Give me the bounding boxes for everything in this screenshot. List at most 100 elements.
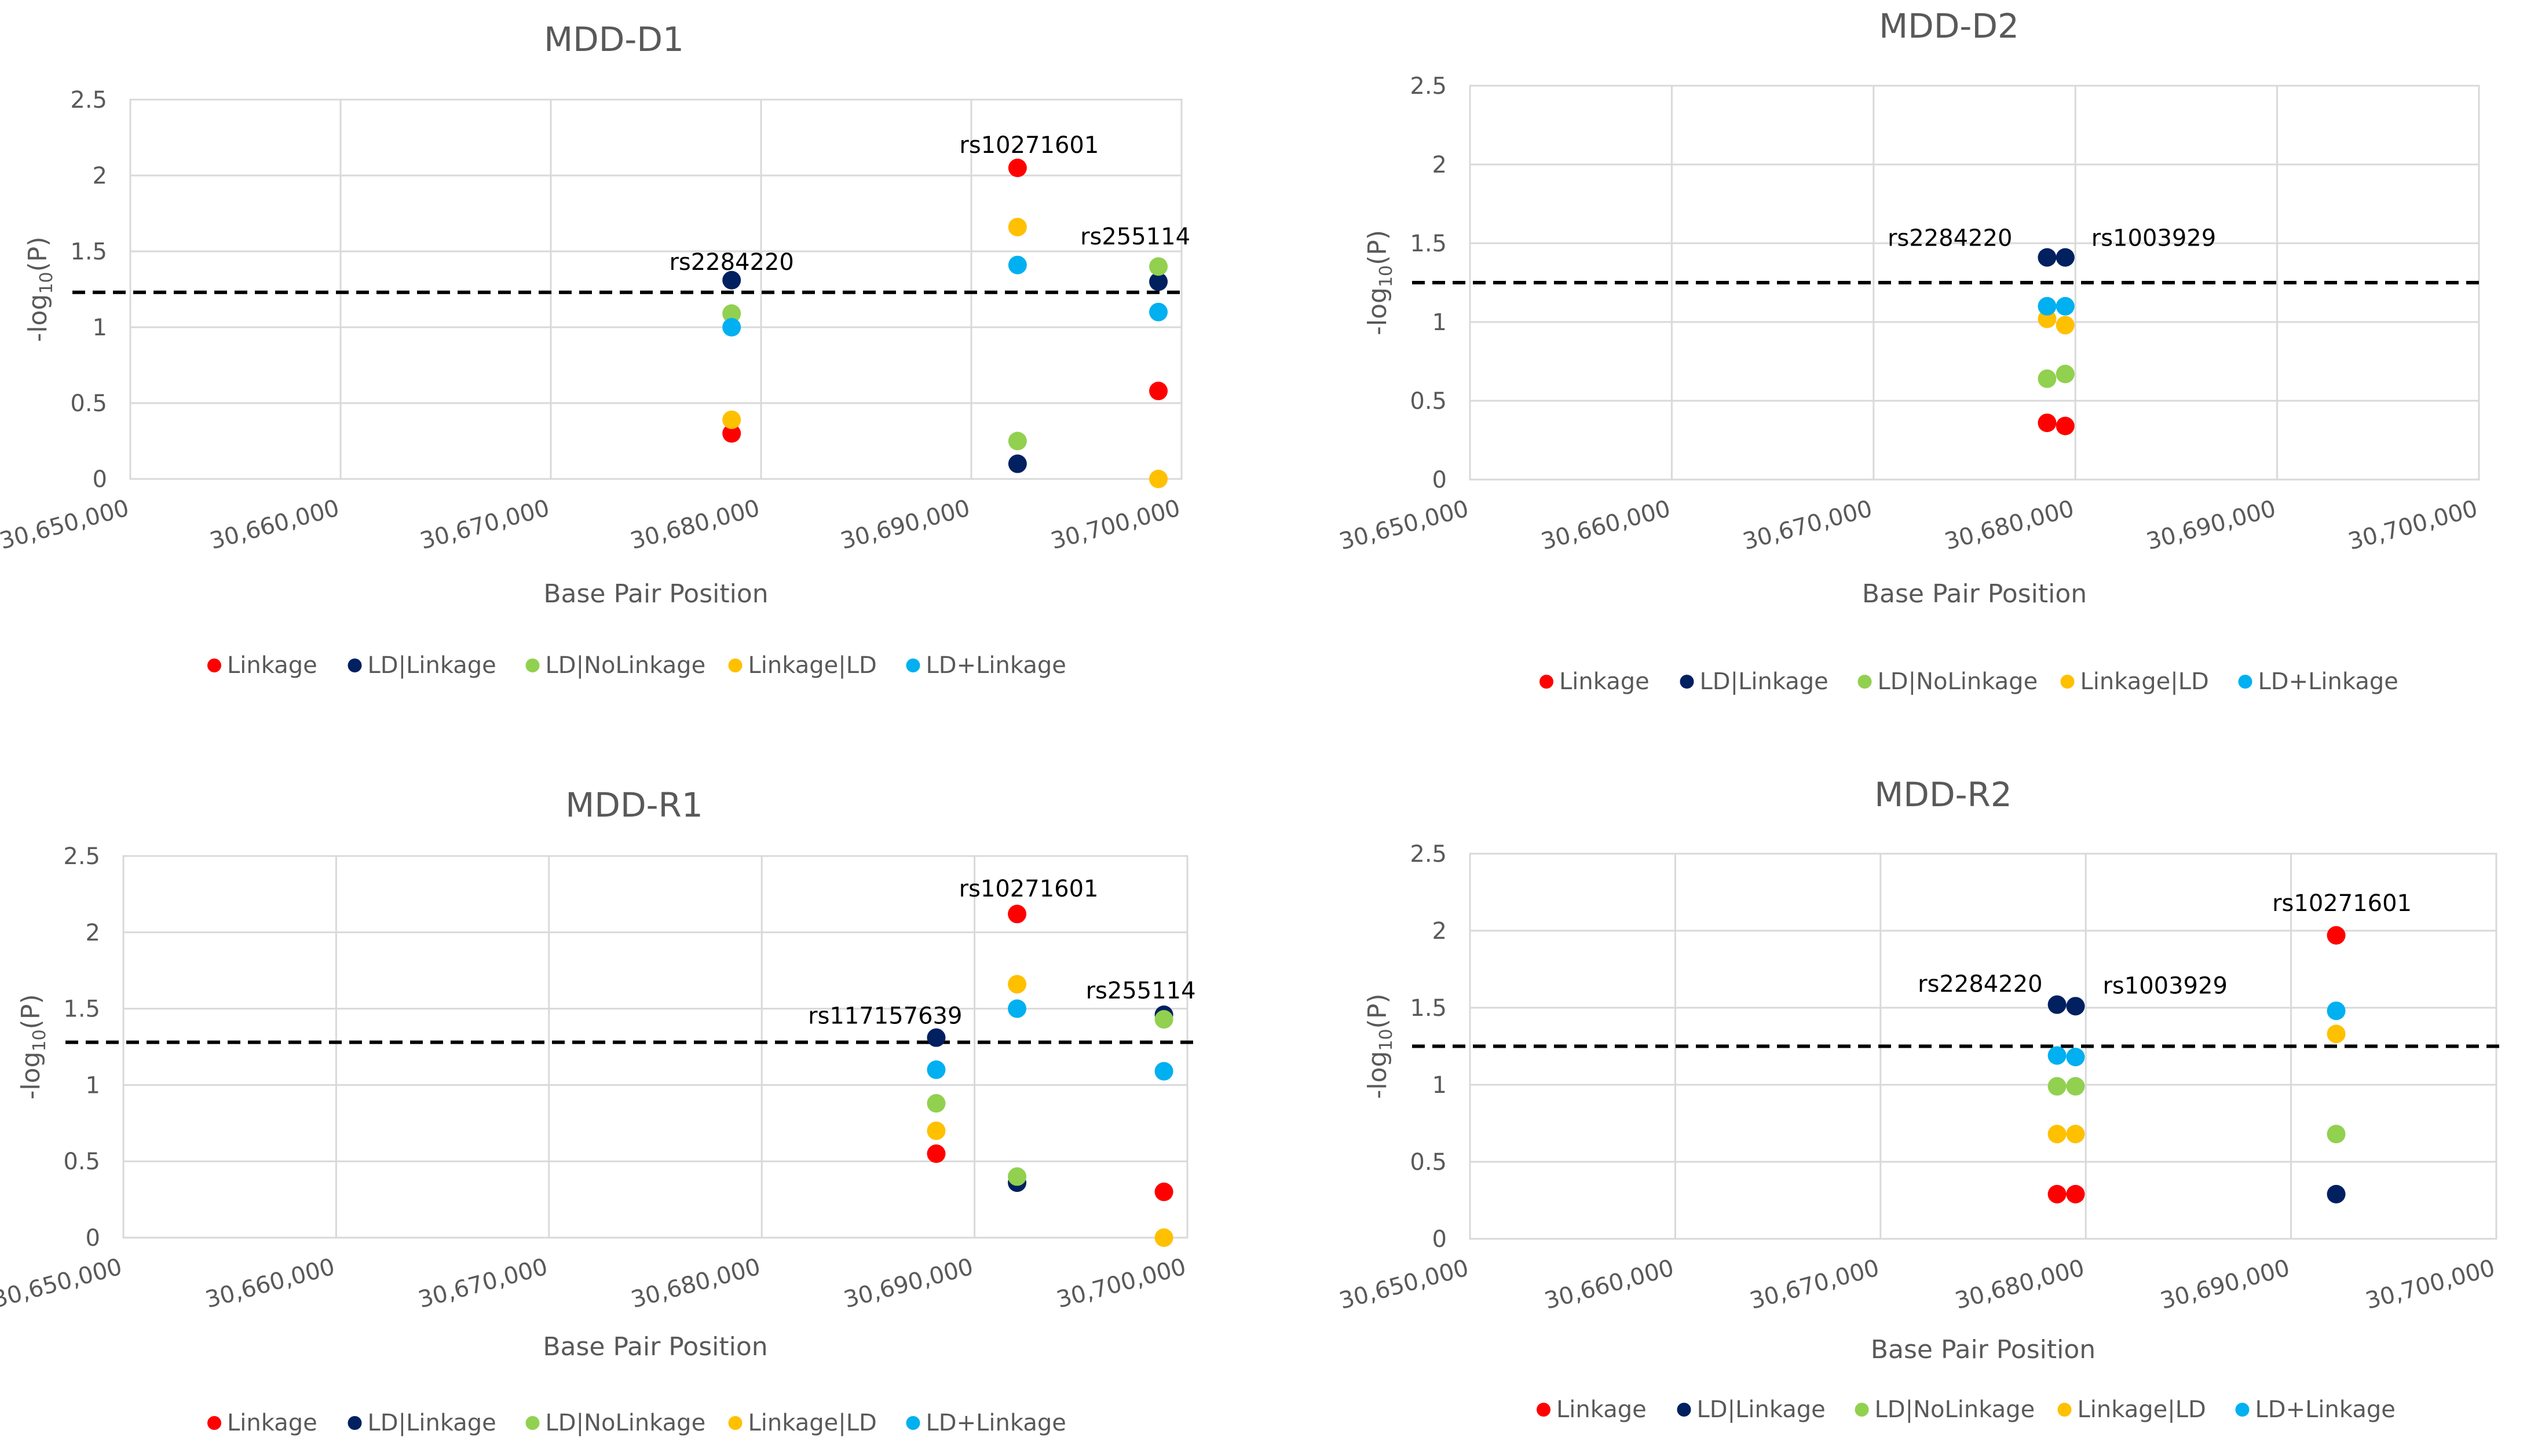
point-linkage bbox=[2047, 1184, 2067, 1203]
y-tick-label: 0.5 bbox=[1410, 388, 1447, 415]
snp-annotation: rs10271601 bbox=[2272, 890, 2412, 917]
legend-label: LD|Linkage bbox=[368, 652, 496, 679]
y-tick-label: 0.5 bbox=[70, 390, 107, 417]
point-ld-linkage bbox=[2327, 1001, 2346, 1020]
point-ld-linkage bbox=[2038, 297, 2057, 316]
point-ld-nolinkage bbox=[722, 304, 741, 323]
legend-marker bbox=[1539, 675, 1553, 689]
legend-marker bbox=[2057, 1403, 2072, 1417]
point-ld-linkage bbox=[2056, 248, 2075, 267]
point-ld-nolinkage bbox=[2056, 364, 2075, 383]
snp-annotation: rs1003929 bbox=[2091, 225, 2216, 251]
point-linkage-ld bbox=[1149, 470, 1168, 488]
x-tick-label: 30,670,000 bbox=[1740, 495, 1875, 555]
x-tick-label: 30,680,000 bbox=[1942, 495, 2077, 555]
point-linkage-ld bbox=[722, 410, 741, 429]
legend-label: Linkage|LD bbox=[2078, 1396, 2206, 1423]
x-tick-label: 30,650,000 bbox=[1336, 1254, 1471, 1315]
legend-label: Linkage bbox=[227, 652, 317, 679]
legend-marker bbox=[728, 659, 743, 672]
point-ld-nolinkage bbox=[2047, 1077, 2067, 1096]
point-ld-linkage bbox=[2056, 297, 2075, 316]
point-ld-linkage bbox=[722, 318, 741, 336]
legend: Linkage LD|Linkage LD|NoLinkage Linkage|LD L… bbox=[1537, 1396, 2396, 1423]
x-tick-label: 30,690,000 bbox=[841, 1253, 976, 1314]
point-linkage bbox=[1008, 905, 1027, 924]
legend-label: LD+Linkage bbox=[2255, 1396, 2396, 1423]
point-linkage-ld bbox=[927, 1121, 946, 1140]
y-tick-label: 1 bbox=[1432, 1072, 1447, 1099]
point-linkage bbox=[2056, 416, 2075, 436]
y-axis-label: -log10(P) bbox=[1363, 993, 1396, 1099]
legend-label: LD|NoLinkage bbox=[1878, 668, 2038, 695]
point-ld-linkage bbox=[2038, 248, 2057, 267]
x-axis-label: Base Pair Position bbox=[1862, 579, 2087, 609]
point-linkage bbox=[2066, 1184, 2085, 1203]
chart-panel-mdd-r2: MDD-R2 0 0.5 1 1.5 2 2.5 30,650,000 30,660,000 30… bbox=[1336, 775, 2502, 1423]
snp-annotation: rs2284220 bbox=[669, 249, 793, 276]
x-tick-label: 30,650,000 bbox=[0, 1253, 125, 1314]
point-ld-linkage bbox=[1149, 272, 1168, 291]
y-tick-label: 2.5 bbox=[70, 87, 107, 114]
legend-marker bbox=[906, 1416, 920, 1430]
x-tick-label: 30,660,000 bbox=[1542, 1254, 1677, 1315]
legend: Linkage LD|Linkage LD|NoLinkage Linkage|LD L… bbox=[207, 1410, 1066, 1436]
chart-title: MDD-R1 bbox=[565, 785, 703, 825]
y-tick-label: 2.5 bbox=[63, 843, 100, 870]
chart-title: MDD-D2 bbox=[1879, 6, 2019, 46]
legend-marker bbox=[906, 659, 920, 672]
legend-marker bbox=[525, 659, 540, 672]
snp-annotation: rs2284220 bbox=[1888, 225, 2012, 251]
y-tick-label: 0 bbox=[1432, 1226, 1447, 1253]
point-linkage-ld bbox=[2056, 316, 2075, 335]
point-linkage-ld bbox=[1154, 1228, 1173, 1247]
legend-label: Linkage bbox=[227, 1410, 317, 1436]
point-linkage-ld bbox=[1008, 975, 1027, 994]
x-tick-label: 30,690,000 bbox=[2144, 495, 2279, 555]
point-ld-nolinkage bbox=[1008, 431, 1027, 451]
legend-marker bbox=[2235, 1403, 2250, 1417]
legend-marker bbox=[1680, 675, 1694, 689]
legend-label: LD+Linkage bbox=[926, 1410, 1066, 1436]
y-tick-label: 0 bbox=[93, 466, 107, 493]
x-tick-label: 30,660,000 bbox=[207, 495, 342, 555]
point-ld-linkage bbox=[1149, 302, 1168, 321]
legend-label: LD|Linkage bbox=[368, 1410, 496, 1436]
legend-marker bbox=[1855, 1403, 1869, 1417]
y-tick-label: 1.5 bbox=[70, 239, 107, 265]
x-tick-label: 30,700,000 bbox=[1054, 1253, 1188, 1314]
legend-marker bbox=[728, 1416, 743, 1430]
point-linkage bbox=[1149, 382, 1168, 401]
legend-label: Linkage bbox=[1559, 668, 1650, 695]
legend-label: LD|NoLinkage bbox=[1875, 1396, 2035, 1423]
y-tick-label: 0 bbox=[86, 1225, 100, 1252]
point-linkage bbox=[927, 1144, 946, 1164]
chart-panel-mdd-r1: MDD-R1 0 0.5 1 1.5 2 2.5 30,650,000 30,660,000 30… bbox=[0, 785, 1196, 1436]
y-tick-label: 0.5 bbox=[1410, 1149, 1447, 1176]
point-ld-linkage bbox=[927, 1060, 946, 1080]
x-tick-label: 30,670,000 bbox=[1747, 1254, 1882, 1315]
point-ld-linkage bbox=[1008, 999, 1027, 1018]
x-tick-label: 30,670,000 bbox=[415, 1253, 550, 1314]
legend-marker bbox=[2060, 675, 2075, 689]
x-tick-label: 30,680,000 bbox=[628, 1253, 763, 1314]
x-tick-label: 30,690,000 bbox=[2157, 1254, 2292, 1315]
y-tick-label: 1.5 bbox=[1410, 231, 1447, 257]
legend-marker bbox=[2238, 675, 2252, 689]
legend: Linkage LD|Linkage LD|NoLinkage Linkage|LD L… bbox=[207, 652, 1066, 679]
y-tick-label: 2.5 bbox=[1410, 73, 1447, 100]
y-tick-label: 1.5 bbox=[63, 996, 100, 1023]
legend-marker bbox=[348, 659, 362, 672]
snp-annotation: rs10271601 bbox=[959, 876, 1099, 902]
point-ld-linkage bbox=[722, 270, 741, 290]
legend-label: LD|NoLinkage bbox=[546, 652, 706, 679]
y-axis-label: -log10(P) bbox=[23, 236, 57, 342]
legend-label: LD|Linkage bbox=[1697, 1396, 1826, 1423]
y-tick-label: 2 bbox=[1432, 152, 1447, 178]
point-linkage-ld bbox=[1008, 218, 1027, 237]
point-linkage bbox=[2038, 414, 2057, 433]
point-ld-linkage bbox=[1154, 1062, 1173, 1081]
x-tick-label: 30,700,000 bbox=[2363, 1254, 2497, 1315]
point-ld-nolinkage bbox=[1008, 1167, 1027, 1186]
